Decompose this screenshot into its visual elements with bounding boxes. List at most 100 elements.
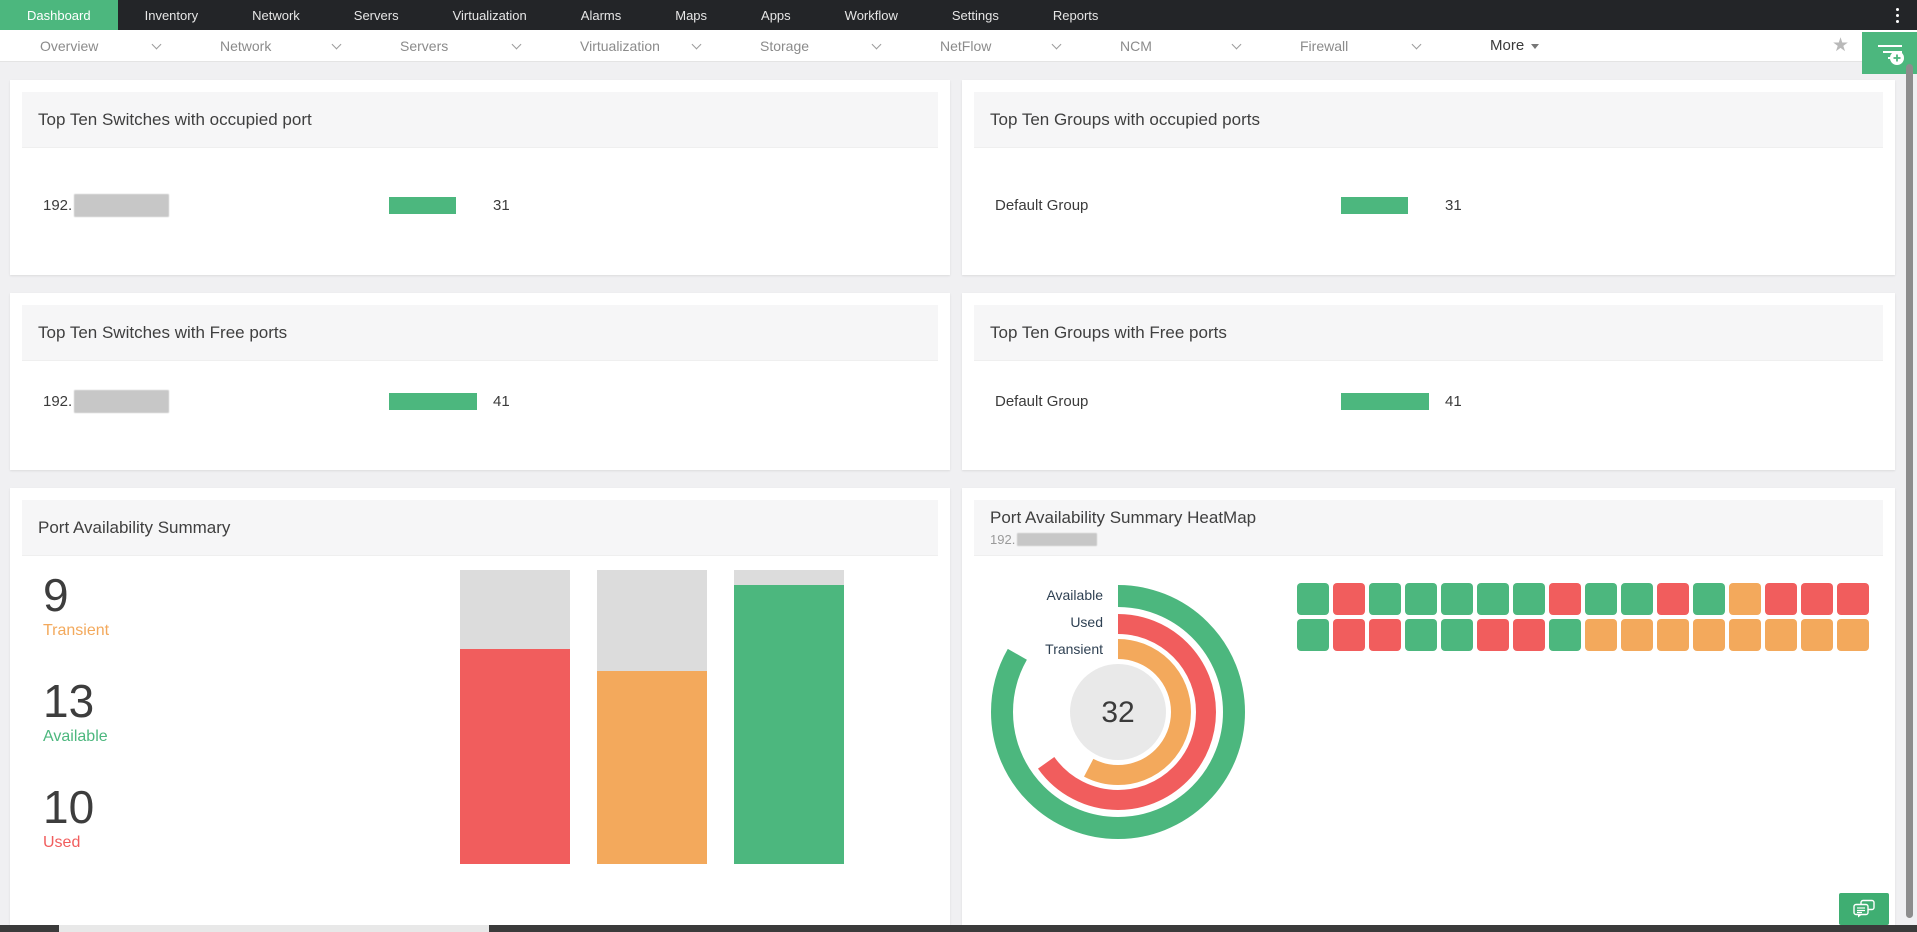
heatmap-cell[interactable] — [1765, 619, 1797, 651]
stat-label: Transient — [43, 621, 110, 639]
top-nav-item-maps[interactable]: Maps — [675, 7, 708, 23]
heatmap-cell[interactable] — [1657, 583, 1689, 615]
top-nav-item-reports[interactable]: Reports — [1052, 7, 1099, 23]
heatmap-cell[interactable] — [1441, 583, 1473, 615]
heatmap-cell[interactable] — [1549, 619, 1581, 651]
more-menu[interactable]: More — [1490, 37, 1540, 54]
stat-value: 10 — [43, 780, 95, 833]
top-nav-item-servers[interactable]: Servers — [353, 7, 399, 23]
sub-nav-item-overview[interactable]: Overview — [40, 38, 220, 54]
heatmap-cell[interactable] — [1801, 619, 1833, 651]
heatmap-cell[interactable] — [1585, 583, 1617, 615]
bar-column — [460, 570, 570, 864]
top-nav-item-apps[interactable]: Apps — [761, 7, 791, 23]
subtitle-prefix: 192. — [990, 532, 1016, 547]
heatmap-cell[interactable] — [1369, 619, 1401, 651]
heatmap-cell[interactable] — [1837, 583, 1869, 615]
sub-nav-item-label: Storage — [760, 37, 810, 54]
gauge-ring-available — [991, 585, 1245, 839]
heatmap-cell[interactable] — [1333, 619, 1365, 651]
widget-title: Port Availability Summary HeatMap — [990, 508, 1257, 527]
chevron-down-icon[interactable] — [1051, 39, 1062, 49]
widget-title: Top Ten Groups with occupied ports — [990, 109, 1260, 129]
bar-column — [597, 570, 707, 864]
kebab-menu-icon[interactable] — [1878, 0, 1917, 30]
sub-nav-item-label: Virtualization — [580, 37, 660, 54]
heatmap-cell[interactable] — [1477, 619, 1509, 651]
heatmap-cell[interactable] — [1621, 583, 1653, 615]
hbar — [389, 392, 477, 410]
hbar-value: 41 — [493, 392, 510, 410]
sub-nav-item-netflow[interactable]: NetFlow — [940, 38, 1120, 54]
chevron-down-icon[interactable] — [511, 39, 522, 49]
sub-nav-item-network[interactable]: Network — [220, 38, 400, 54]
heatmap-cell[interactable] — [1765, 583, 1797, 615]
bar-fill — [597, 670, 707, 864]
top-nav-item-inventory[interactable]: Inventory — [144, 7, 199, 23]
chevron-down-icon[interactable] — [1411, 39, 1422, 49]
heatmap-cell[interactable] — [1621, 619, 1653, 651]
horizontal-scrollbar-thumb[interactable] — [59, 925, 489, 932]
heatmap-cell[interactable] — [1513, 583, 1545, 615]
chevron-down-icon[interactable] — [151, 39, 162, 49]
widget-title: Port Availability Summary — [38, 517, 231, 537]
heatmap-cell[interactable] — [1369, 583, 1401, 615]
top-nav-item-dashboard[interactable]: Dashboard — [0, 0, 118, 30]
heatmap-cell[interactable] — [1477, 583, 1509, 615]
heatmap-cell[interactable] — [1549, 583, 1581, 615]
radial-gauge: 32 — [978, 572, 1258, 852]
top-nav-item-settings[interactable]: Settings — [951, 7, 999, 23]
sub-nav-item-virtualization[interactable]: Virtualization — [580, 38, 760, 54]
heatmap-cell[interactable] — [1297, 619, 1329, 651]
heatmap-cell[interactable] — [1729, 583, 1761, 615]
top-nav-item-alarms[interactable]: Alarms — [580, 7, 622, 23]
chevron-down-icon[interactable] — [1231, 39, 1242, 49]
vertical-scrollbar-thumb[interactable] — [1906, 64, 1913, 918]
stat-block: 13 Available — [43, 677, 109, 746]
heatmap-cell[interactable] — [1405, 583, 1437, 615]
widget-title: Top Ten Switches with Free ports — [38, 322, 288, 342]
favorite-star-icon[interactable]: ★ — [1831, 35, 1849, 56]
summary-bar-chart — [460, 570, 845, 864]
heatmap-cell[interactable] — [1729, 619, 1761, 651]
more-label: More — [1490, 37, 1525, 54]
widget-body: 192. 31 — [10, 193, 950, 217]
gauge-legend-transient: Transient — [1045, 641, 1103, 657]
heatmap-cell[interactable] — [1405, 619, 1437, 651]
row-label: 192. — [43, 193, 389, 217]
hbar — [1341, 392, 1429, 410]
heatmap-cell[interactable] — [1441, 619, 1473, 651]
sub-nav-item-ncm[interactable]: NCM — [1120, 38, 1300, 54]
dashboard-tabs-bar: Overview Network Servers Virtualization Stor… — [0, 30, 1917, 74]
chat-support-button[interactable] — [1839, 893, 1889, 925]
stat-block: 10 Used — [43, 780, 109, 852]
heatmap-cell[interactable] — [1513, 619, 1545, 651]
list-add-icon — [1877, 45, 1904, 65]
heatmap-cell[interactable] — [1297, 583, 1329, 615]
horizontal-scrollbar[interactable] — [0, 925, 1917, 932]
heatmap-cell[interactable] — [1333, 583, 1365, 615]
heatmap-cell[interactable] — [1657, 619, 1689, 651]
top-nav-item-network[interactable]: Network — [252, 7, 300, 23]
widget-title: Top Ten Groups with Free ports — [990, 322, 1227, 342]
gauge-ring-transient — [1045, 639, 1191, 785]
heatmap-cell[interactable] — [1801, 583, 1833, 615]
heatmap-cell[interactable] — [1837, 619, 1869, 651]
heatmap-cell[interactable] — [1585, 619, 1617, 651]
add-dashboard-button[interactable] — [1862, 32, 1917, 74]
widget-header: Port Availability Summary — [22, 500, 938, 556]
top-nav-item-virtualization[interactable]: Virtualization — [452, 7, 527, 23]
stat-block: 9 Transient — [43, 572, 109, 640]
heatmap-cell[interactable] — [1693, 583, 1725, 615]
chevron-down-icon[interactable] — [691, 39, 702, 49]
row-label-prefix: 192. — [43, 392, 73, 410]
chevron-down-icon[interactable] — [871, 39, 882, 49]
sub-nav-item-servers[interactable]: Servers — [400, 38, 580, 54]
chevron-down-icon[interactable] — [331, 39, 342, 49]
sub-nav-item-storage[interactable]: Storage — [760, 38, 940, 54]
top-nav-item-workflow[interactable]: Workflow — [844, 7, 898, 23]
heatmap-cell[interactable] — [1693, 619, 1725, 651]
table-row: Default Group 41 — [995, 389, 1895, 413]
sub-nav-item-firewall[interactable]: Firewall — [1300, 38, 1480, 54]
gauge-legend-available: Available — [1046, 587, 1103, 603]
